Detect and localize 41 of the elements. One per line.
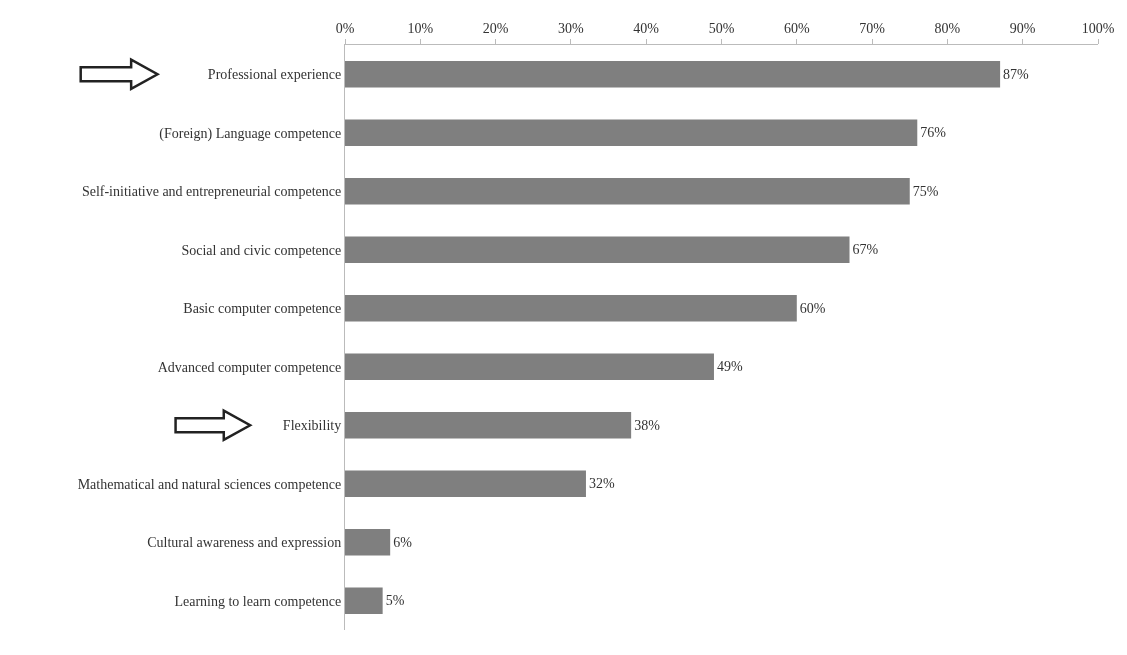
bar — [345, 61, 1001, 88]
x-tick-label: 40% — [633, 21, 660, 37]
y-tick-label: Flexibility — [282, 418, 342, 434]
x-tick-label: 0% — [335, 21, 355, 37]
data-label: 32% — [588, 476, 615, 492]
data-label: 87% — [1003, 66, 1030, 82]
x-tick-label: 70% — [859, 21, 886, 37]
bar — [345, 178, 910, 205]
data-label: 75% — [912, 183, 939, 199]
x-tick-label: 50% — [708, 21, 735, 37]
y-tick-label: Mathematical and natural sciences competence — [77, 476, 342, 492]
x-tick-label: 30% — [558, 21, 585, 37]
bar — [345, 470, 586, 497]
data-label: 60% — [799, 300, 826, 316]
x-tick-label: 80% — [934, 21, 961, 37]
data-label: 6% — [393, 534, 413, 550]
x-tick-label: 90% — [1009, 21, 1036, 37]
x-tick-label: 60% — [783, 21, 810, 37]
data-label: 5% — [385, 593, 405, 609]
y-tick-label: Social and civic competence — [181, 242, 342, 258]
bar — [345, 587, 383, 614]
data-label: 38% — [634, 417, 661, 433]
y-tick-label: (Foreign) Language competence — [159, 125, 342, 142]
bar — [345, 412, 632, 439]
bar — [345, 236, 850, 263]
bar — [345, 529, 391, 556]
data-label: 76% — [920, 125, 947, 141]
y-tick-label: Advanced computer competence — [157, 359, 342, 375]
y-tick-label: Cultural awareness and expression — [147, 535, 342, 551]
x-tick-label: 10% — [407, 21, 434, 37]
data-label: 49% — [716, 359, 743, 375]
bar — [345, 353, 714, 380]
data-label: 67% — [852, 242, 879, 258]
y-tick-label: Learning to learn competence — [174, 593, 342, 609]
bar — [345, 295, 797, 322]
x-tick-label: 100% — [1081, 21, 1115, 37]
x-tick-label: 20% — [482, 21, 509, 37]
y-tick-label: Self-initiative and entrepreneurial competence — [81, 184, 342, 200]
bar — [345, 119, 918, 146]
y-tick-label: Professional experience — [207, 67, 342, 83]
y-tick-label: Basic computer competence — [183, 301, 342, 317]
